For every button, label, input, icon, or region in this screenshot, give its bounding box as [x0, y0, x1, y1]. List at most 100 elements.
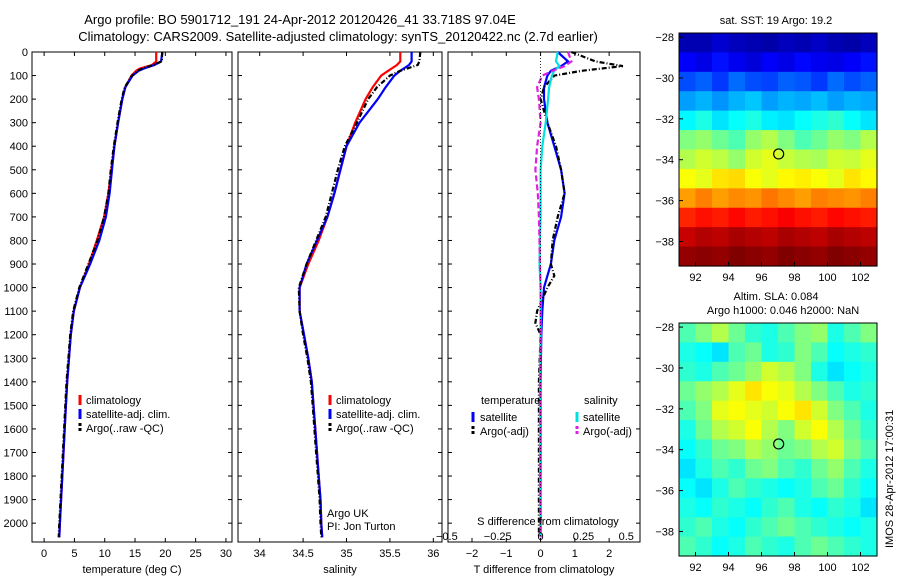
sst_map-ytick-label: −38 [655, 236, 674, 248]
sla_map-cell [778, 361, 796, 382]
sst_map-cell [679, 33, 697, 54]
sst_map-cell [728, 71, 746, 92]
sla_map-cell [844, 536, 862, 557]
sla_map-cell [860, 517, 878, 538]
sst_map-cell [811, 168, 829, 189]
sla_map-xtick-label: 92 [689, 562, 701, 574]
sst_map-cell [827, 130, 845, 151]
sst_map-cell [844, 110, 862, 131]
sst_map-cell [695, 71, 713, 92]
sla_map-xtick-label: 100 [818, 562, 836, 574]
sla_map-cell [811, 439, 829, 460]
depth-tick-label: 1000 [4, 283, 28, 295]
sla_map-cell [761, 478, 779, 499]
sst_map-cell [679, 188, 697, 209]
sla_map-cell [695, 478, 713, 499]
sst_map-cell [679, 110, 697, 131]
difference-xtick-label: −1 [500, 548, 513, 560]
sst_map-cell [728, 227, 746, 248]
sla_map-cell [745, 400, 763, 421]
sla_map-ytick-label: −28 [655, 322, 674, 334]
sla_map-cell [860, 400, 878, 421]
figure-title-line1: Argo profile: BO 5901712_191 24-Apr-2012… [84, 12, 516, 27]
sla_map-cell [745, 517, 763, 538]
sst_map-cell [811, 110, 829, 131]
sla_map-cell [811, 381, 829, 402]
sla_map-cell [860, 478, 878, 499]
sst_map-cell [811, 227, 829, 248]
sst_map-cell [728, 91, 746, 112]
sla_map-cell [745, 439, 763, 460]
sst_map-cell [761, 207, 779, 228]
sla_map-cell [712, 420, 730, 441]
sst_map-cell [745, 33, 763, 54]
sst_map-cell [679, 207, 697, 228]
sla_map-cell [728, 478, 746, 499]
difference-xtick-label: 0 [538, 548, 544, 560]
depth-tick-label: 1700 [4, 447, 28, 459]
sst_map-cell [860, 168, 878, 189]
sst_map-cell [761, 52, 779, 73]
temperature-legend-label: Argo(..raw -QC) [86, 423, 164, 435]
sla_map-cell [811, 342, 829, 363]
sst_map-cell [745, 168, 763, 189]
depth-tick-label: 1900 [4, 495, 28, 507]
sla_map-xtick-label: 102 [851, 562, 869, 574]
sla_map-cell [794, 381, 812, 402]
sla_map-cell [728, 361, 746, 382]
sla_map-cell [712, 536, 730, 557]
sst_map-cell [811, 71, 829, 92]
salinity-xtick-label: 34 [254, 548, 266, 560]
sla_map-cell [745, 497, 763, 518]
sst_map-cell [860, 149, 878, 170]
sla_map-cell [761, 439, 779, 460]
sla_map-cell [811, 478, 829, 499]
sla_map-cell [679, 381, 697, 402]
temperature-plot-frame [31, 51, 233, 543]
sst_map-cell [695, 207, 713, 228]
sla_map-cell [844, 323, 862, 344]
sst_map-cell [745, 149, 763, 170]
temperature-series-argo-raw-qc- [57, 51, 164, 538]
sla_map-cell [794, 478, 812, 499]
sst_map-cell [827, 168, 845, 189]
sla_map-cell [745, 420, 763, 441]
sla_map-cell [679, 478, 697, 499]
sst_map-cell [761, 168, 779, 189]
sla_map-cell [679, 420, 697, 441]
sla_map-subtitle: Argo h1000: 0.046 h2000: NaN [707, 305, 859, 317]
sla_map-cell [712, 381, 730, 402]
depth-tick-label: 1400 [4, 377, 28, 389]
sst_map-cell [778, 188, 796, 209]
salinity-legend-label: Argo(-adj) [583, 426, 632, 438]
sla_map-cell [761, 323, 779, 344]
sla_map-ytick-label: −36 [655, 486, 674, 498]
sst_map-ytick-label: −36 [655, 196, 674, 208]
sla_map-cell [679, 517, 697, 538]
sst_map-cell [712, 91, 730, 112]
sst_map-cell [728, 149, 746, 170]
sst_map-cell [844, 130, 862, 151]
temperature-legend-label: Argo(-adj) [480, 426, 529, 438]
sla_map-cell [712, 497, 730, 518]
sst_map-cell [679, 52, 697, 73]
sla_map-cell [844, 420, 862, 441]
sst_map-cell [811, 188, 829, 209]
sst_map-cell [695, 91, 713, 112]
difference-xtick-label: 2 [606, 548, 612, 560]
salinity-xtick-label: 36 [427, 548, 439, 560]
sst_map-cell [712, 149, 730, 170]
sla_map-cell [728, 439, 746, 460]
sla_map-cell [794, 400, 812, 421]
sst_map-cell [695, 168, 713, 189]
sla_map-cell [860, 323, 878, 344]
sst_map-cell [761, 227, 779, 248]
sst_map-cell [794, 149, 812, 170]
sst_map-cell [844, 207, 862, 228]
sst_map-cell [695, 130, 713, 151]
sst_map-cell [827, 91, 845, 112]
sla_map-cell [679, 400, 697, 421]
sst_map-cell [827, 207, 845, 228]
sst_map-cell [728, 33, 746, 54]
